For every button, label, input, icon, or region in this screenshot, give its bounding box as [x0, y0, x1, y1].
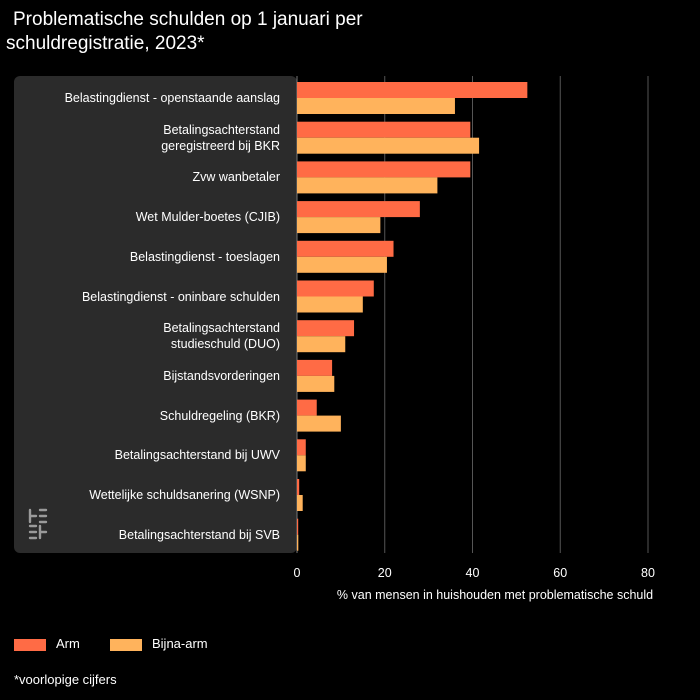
chart-title-line-1: Problematische schulden op 1 januari per	[13, 9, 363, 30]
category-label: Belastingdienst - openstaande aanslag	[64, 91, 280, 105]
x-axis-label: % van mensen in huishouden met problemat…	[336, 588, 654, 602]
category-label: Wettelijke schuldsanering (WSNP)	[89, 488, 280, 502]
category-label: Zvw wanbetaler	[192, 170, 280, 185]
chart-title-line-2: schuldregistratie, 2023*	[6, 33, 205, 54]
bar-arm-9	[297, 439, 306, 456]
bar-arm-10	[297, 479, 300, 495]
x-tick-label: 20	[378, 566, 392, 580]
bar-arm-2	[297, 161, 471, 178]
grid-lines	[296, 76, 649, 553]
bar-arm-1	[297, 121, 471, 138]
legend-swatch-bijna-arm	[110, 638, 142, 651]
category-label: Schuldregeling (BKR)	[159, 408, 280, 423]
bar-bijna-arm-0	[297, 98, 455, 114]
chart-title: Problematische schulden op 1 januari per…	[6, 8, 426, 56]
legend-item-bijna-arm: Bijna-arm	[110, 636, 208, 651]
bar-bijna-arm-11	[297, 534, 299, 551]
x-axis-ticks: 0 20 40 60 80	[294, 566, 655, 580]
bar-bijna-arm-3	[297, 217, 381, 234]
category-label: Betalingsachterstand bij SVB	[118, 527, 280, 542]
bars	[297, 82, 528, 551]
legend-item-arm: Arm	[14, 636, 80, 651]
bar-bijna-arm-9	[297, 455, 306, 472]
legend-label-bijna-arm: Bijna-arm	[152, 636, 208, 651]
cbs-logo-icon	[28, 508, 48, 540]
bar-bijna-arm-4	[297, 256, 387, 273]
x-tick-label: 60	[553, 566, 567, 580]
bar-arm-6	[297, 320, 355, 337]
legend-label-arm: Arm	[56, 636, 80, 651]
bar-arm-3	[297, 201, 420, 218]
x-tick-label: 40	[466, 566, 480, 580]
bar-bijna-arm-10	[297, 495, 303, 511]
bar-bijna-arm-6	[297, 336, 346, 353]
bar-arm-11	[297, 518, 299, 535]
legend-swatch-arm	[14, 638, 46, 651]
x-tick-label: 80	[641, 566, 655, 580]
category-label: Wet Mulder-boetes (CJIB)	[135, 210, 280, 225]
bar-bijna-arm-2	[297, 177, 438, 194]
category-label: Betalingsachterstand studieschuld (DUO)	[163, 321, 280, 352]
bar-arm-8	[297, 399, 317, 416]
category-label: Belastingdienst - toeslagen	[129, 249, 280, 264]
category-label: Bijstandsvorderingen	[163, 368, 280, 383]
category-label: Betalingsachterstand geregistreerd bij B…	[161, 122, 280, 153]
category-label: Belastingdienst - oninbare schulden	[81, 289, 280, 304]
bar-bijna-arm-8	[297, 415, 341, 432]
x-tick-label: 0	[294, 566, 301, 580]
category-label-panel	[14, 76, 297, 553]
bar-bijna-arm-1	[297, 137, 480, 154]
bar-arm-5	[297, 280, 374, 297]
bar-arm-4	[297, 240, 394, 257]
footnote: *voorlopige cijfers	[14, 672, 117, 687]
bar-arm-0	[297, 82, 528, 98]
category-label: Betalingsachterstand bij UWV	[114, 448, 280, 463]
bar-arm-7	[297, 359, 333, 376]
bar-bijna-arm-7	[297, 375, 335, 392]
bar-bijna-arm-5	[297, 296, 363, 313]
